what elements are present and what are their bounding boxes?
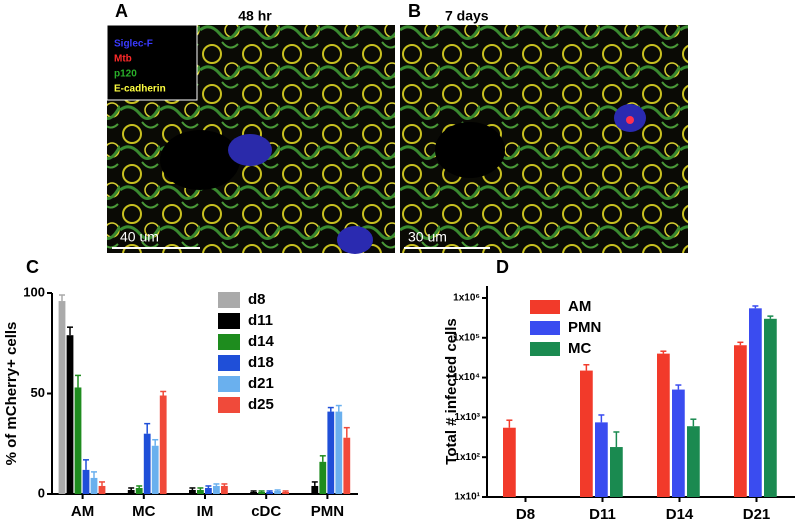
stain-legend-box [106,24,198,101]
bar [90,477,98,494]
bar [311,485,319,494]
micrograph-region [160,130,240,190]
y-tick-label: 1x10² [454,452,480,463]
legend-label: d14 [248,333,275,350]
micrograph-cell [228,134,272,166]
x-tick-label: D14 [666,506,694,523]
legend-label: d25 [248,396,274,413]
bar [687,426,700,497]
bar [343,437,351,494]
legend-swatch [218,313,240,329]
bar [197,489,204,494]
y-tick-label: 1x10¹ [454,492,480,503]
legend-label: d21 [248,375,274,392]
panel-label: B [408,1,421,21]
micrograph-cell [337,226,373,254]
bar [250,491,257,494]
scale-bar-label: 30 um [408,229,447,245]
bar [221,485,228,494]
legend-swatch [218,334,240,350]
y-tick-label: 1x10⁵ [453,332,480,343]
bar [610,447,623,497]
bar [82,469,90,494]
bar [595,422,608,497]
y-axis-title: Total # infected cells [443,318,460,464]
legend-label: d8 [248,291,266,308]
legend-swatch [218,397,240,413]
bar [159,395,167,494]
bar [151,445,159,494]
panel-label: A [115,1,128,21]
legend-label: d11 [248,312,273,329]
bar [143,433,151,494]
micrograph-mtb [626,116,634,124]
stain-legend: E-cadherin [114,84,166,95]
bar [749,308,762,497]
panel-b: B 7 days 30 um [400,1,688,253]
legend-label: PMN [568,319,601,336]
x-tick-label: MC [132,503,155,520]
y-tick-label: 1x10⁶ [453,293,480,304]
legend-label: AM [568,298,591,315]
scale-bar-label: 40 um [120,229,159,245]
panel-title: 48 hr [238,8,272,24]
panel-label: C [26,257,39,277]
bar [135,487,143,494]
legend-swatch [530,321,560,335]
x-tick-label: IM [197,503,214,520]
bar [58,301,66,494]
bar [327,411,335,494]
bar [98,485,106,494]
x-tick-label: AM [71,503,94,520]
x-tick-label: D11 [589,506,616,523]
y-axis-title: % of mCherry+ cells [3,322,20,466]
bar [734,345,747,497]
bar [580,370,593,497]
bar [335,411,343,494]
bar [672,389,685,497]
legend-label: MC [568,340,591,357]
bar [657,353,670,497]
bar [189,489,196,494]
bar [213,485,220,494]
bar [205,487,212,494]
y-tick-label: 50 [31,385,45,400]
y-tick-label: 1x10³ [454,412,480,423]
legend-label: d18 [248,354,274,371]
bar [266,491,273,494]
bar [258,491,265,494]
stain-legend: Siglec-F [114,39,153,50]
y-tick-label: 0 [38,485,45,500]
x-tick-label: D8 [516,506,535,523]
bar [66,335,74,494]
x-tick-label: D21 [743,506,771,523]
bar [764,318,777,497]
legend-swatch [218,292,240,308]
legend-swatch [530,300,560,314]
legend-swatch [218,376,240,392]
stain-legend: p120 [114,69,137,80]
x-tick-label: PMN [311,503,344,520]
micrograph-region [435,122,505,178]
stain-legend: Mtb [114,54,132,65]
panel-title: 7 days [445,8,489,24]
legend-swatch [530,342,560,356]
bar [282,491,289,494]
bar [74,387,82,494]
bar [319,461,327,494]
bar [274,490,281,494]
y-tick-label: 100 [23,284,45,299]
bar [503,427,516,497]
x-tick-label: cDC [251,503,281,520]
panel-label: D [496,257,509,277]
bar [127,489,135,494]
legend-swatch [218,355,240,371]
panel-a: A 48 hr Siglec-F Mtb p120 E-cadherin 40 … [106,1,395,254]
y-tick-label: 1x10⁴ [453,372,480,383]
